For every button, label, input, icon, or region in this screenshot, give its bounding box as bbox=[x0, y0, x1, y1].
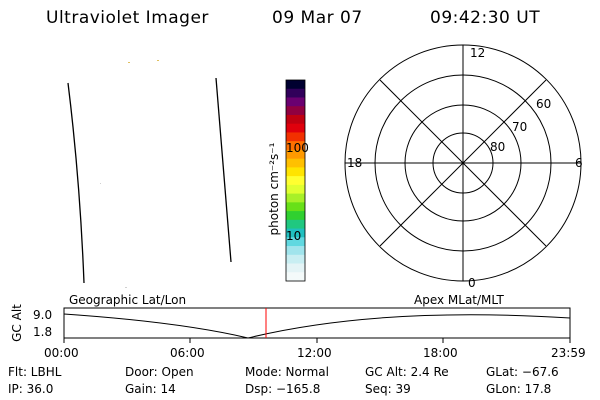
x-tick-2359: 23:59 bbox=[551, 346, 586, 360]
mlt-label-6: 6 bbox=[575, 156, 583, 170]
colorbar-segment bbox=[286, 219, 305, 230]
colorbar-segment bbox=[286, 149, 305, 160]
colorbar-segment bbox=[286, 132, 305, 142]
lat-label-60: 60 bbox=[536, 97, 552, 111]
colorbar-segment bbox=[286, 237, 305, 247]
info-glon: GLon: 17.8 bbox=[486, 382, 552, 396]
colorbar-segment bbox=[286, 272, 305, 282]
colorbar-segment bbox=[286, 176, 305, 186]
info-dsp: Dsp: −165.8 bbox=[245, 382, 321, 396]
colorbar-segment bbox=[286, 88, 305, 98]
colorbar-segment bbox=[286, 193, 305, 203]
colorbar-segment bbox=[286, 106, 305, 116]
timeline-frame bbox=[63, 307, 571, 339]
altitude-curve bbox=[63, 313, 571, 339]
colorbar-segment bbox=[286, 246, 305, 256]
colorbar-segment bbox=[286, 123, 305, 133]
info-flt: Flt: LBHL bbox=[8, 365, 62, 379]
instrument-title: Ultraviolet Imager bbox=[46, 8, 209, 28]
geographic-title: Geographic Lat/Lon bbox=[69, 293, 187, 307]
x-tick-1200: 12:00 bbox=[297, 346, 332, 360]
colorbar-segment bbox=[286, 202, 305, 212]
colorbar-segment bbox=[286, 80, 305, 90]
colorbar-frame bbox=[285, 79, 306, 282]
x-tick-1800: 18:00 bbox=[423, 346, 458, 360]
info-seq: Seq: 39 bbox=[365, 382, 411, 396]
apex-title: Apex MLat/MLT bbox=[414, 293, 504, 307]
mlt-label-18: 18 bbox=[347, 156, 363, 170]
colorbar-segment bbox=[286, 97, 305, 107]
limb-arc-right bbox=[215, 77, 232, 263]
mlt-label-12: 12 bbox=[470, 46, 486, 60]
info-gain: Gain: 14 bbox=[125, 382, 176, 396]
axis-diag-2 bbox=[379, 79, 547, 247]
limb-arc-left bbox=[67, 82, 85, 284]
colorbar-segment bbox=[286, 114, 305, 125]
lat-label-70: 70 bbox=[512, 120, 528, 134]
colorbar-tick-10: 10 bbox=[286, 229, 302, 243]
colorbar-segment bbox=[286, 167, 305, 177]
colorbar-tick-100: 100 bbox=[286, 141, 309, 155]
y-tick-low: 1.8 bbox=[33, 325, 53, 339]
x-tick-0000: 00:00 bbox=[44, 346, 79, 360]
colorbar-segment bbox=[286, 158, 305, 168]
time-label: 09:42:30 UT bbox=[430, 8, 541, 28]
colorbar-segment bbox=[286, 263, 305, 273]
x-tick-0600: 06:00 bbox=[170, 346, 205, 360]
info-ip: IP: 36.0 bbox=[8, 382, 54, 396]
y-tick-high: 9.0 bbox=[33, 308, 53, 322]
colorbar-segment bbox=[286, 254, 305, 265]
info-glat: GLat: −67.6 bbox=[486, 365, 559, 379]
colorbar-segment bbox=[286, 228, 305, 238]
info-gcalt: GC Alt: 2.4 Re bbox=[365, 365, 449, 379]
info-mode: Mode: Normal bbox=[245, 365, 329, 379]
date-label: 09 Mar 07 bbox=[272, 8, 363, 28]
colorbar-segment bbox=[286, 184, 305, 195]
info-door: Door: Open bbox=[125, 365, 194, 379]
mlt-label-0: 0 bbox=[468, 276, 476, 290]
lat-label-80: 80 bbox=[490, 140, 506, 154]
colorbar-segment bbox=[286, 141, 305, 151]
colorbar-segment bbox=[286, 211, 305, 221]
